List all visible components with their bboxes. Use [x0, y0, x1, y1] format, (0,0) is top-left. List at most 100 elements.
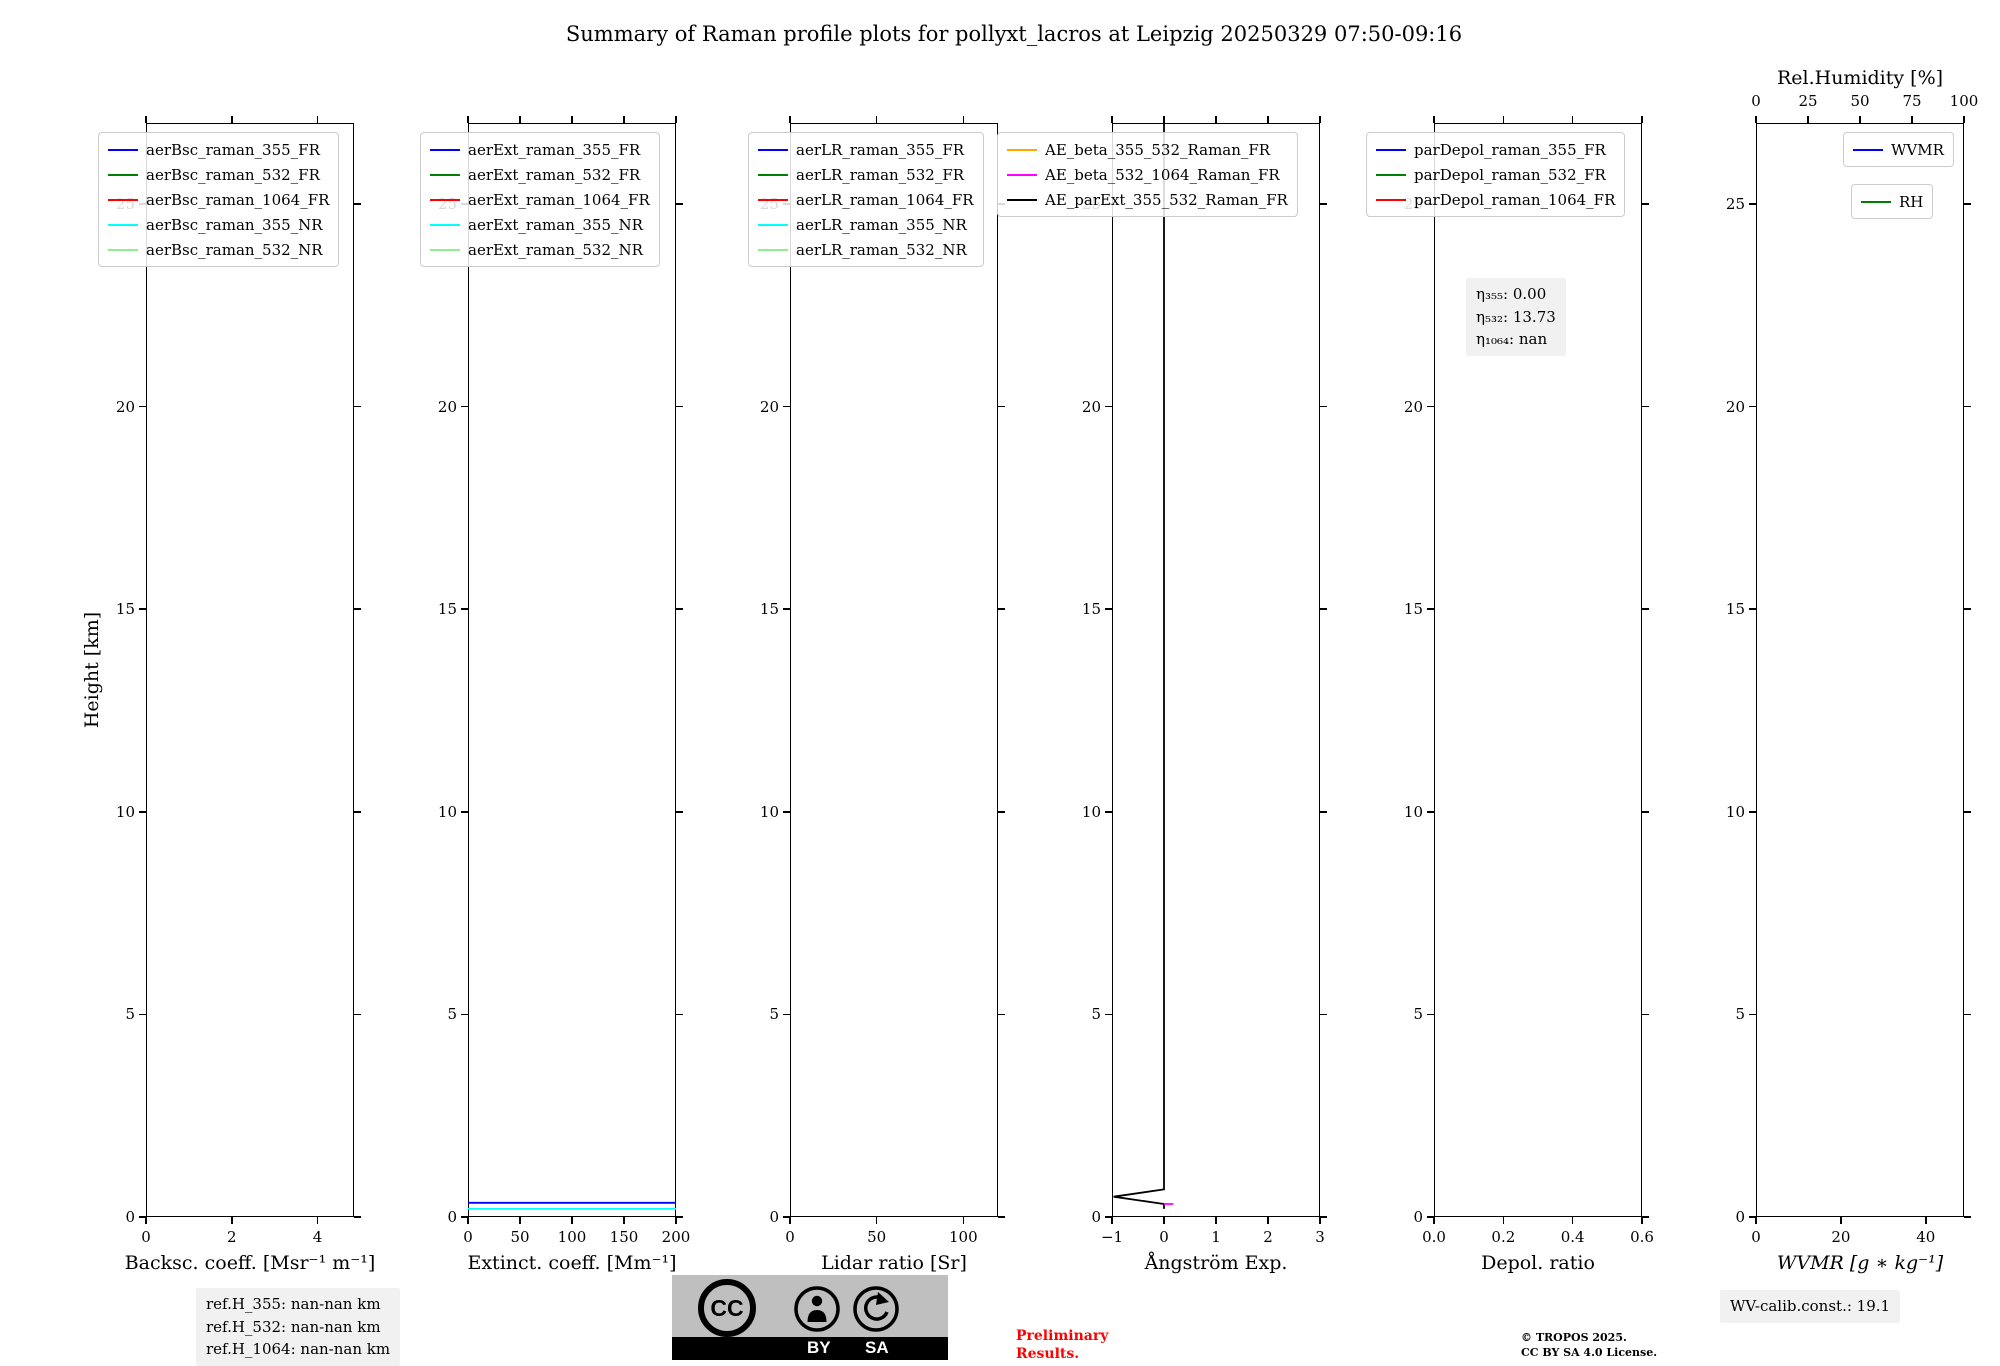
cc-badge-strip: BY SA	[672, 1337, 948, 1360]
legend-item: RH	[1861, 189, 1923, 214]
x-tick-label: 0.2	[1491, 1228, 1516, 1246]
x-tick-top	[1433, 116, 1435, 123]
top-axis-tick-label: 50	[1850, 92, 1870, 110]
legend-label: aerBsc_raman_532_NR	[146, 240, 323, 259]
plot-area-angstrom	[1113, 123, 1174, 1209]
legend-item: WVMR	[1853, 137, 1944, 162]
legend-label: AE_beta_532_1064_Raman_FR	[1045, 165, 1280, 184]
y-tick-right	[676, 1013, 683, 1016]
y-tick	[139, 1216, 146, 1218]
y-tick-right	[1642, 1216, 1649, 1218]
y-tick	[1427, 811, 1434, 813]
legend-item: aerBsc_raman_355_NR	[108, 212, 329, 237]
y-tick	[783, 1013, 790, 1016]
legend-label: parDepol_raman_532_FR	[1414, 165, 1606, 184]
x-tick	[145, 1217, 147, 1224]
y-tick-right	[1964, 608, 1971, 610]
x-tick-top	[1319, 116, 1321, 123]
y-tick-right	[354, 405, 361, 408]
x-tick	[1755, 1217, 1757, 1224]
y-tick-label: 10	[1725, 802, 1745, 821]
y-tick-right	[998, 1013, 1005, 1016]
legend-depol: parDepol_raman_355_FR parDepol_raman_532_…	[1366, 132, 1626, 217]
y-tick	[1749, 1216, 1756, 1218]
legend-line-swatch	[1376, 198, 1406, 201]
x-tick	[1111, 1217, 1113, 1224]
x-tick-label: 1	[1211, 1228, 1221, 1246]
x-tick-label: 40	[1916, 1228, 1936, 1246]
x-axis-label-extinction: Extinct. coeff. [Mm⁻¹]	[467, 1252, 677, 1274]
legend-label: aerLR_raman_532_NR	[796, 240, 967, 259]
legend-line-swatch	[758, 173, 788, 176]
x-tick-label: 0.0	[1422, 1228, 1446, 1246]
y-tick-label: 20	[1081, 397, 1101, 416]
legend-line-swatch	[758, 198, 788, 201]
y-tick-right	[1642, 608, 1649, 610]
ref-h-532: ref.H_532: nan-nan km	[206, 1317, 381, 1336]
y-tick	[1749, 608, 1756, 610]
legend-line-swatch	[758, 148, 788, 151]
x-tick	[1433, 1217, 1435, 1224]
preliminary-line-1: Preliminary	[1016, 1328, 1109, 1344]
legend-label: aerLR_raman_1064_FR	[796, 190, 974, 209]
y-tick	[1427, 405, 1434, 408]
x-tick-top	[623, 116, 625, 123]
y-tick-right	[1642, 811, 1649, 813]
x-tick	[675, 1217, 677, 1224]
y-tick-label: 15	[759, 600, 779, 619]
x-tick-label: 0	[141, 1228, 151, 1246]
legend-label: aerLR_raman_355_FR	[796, 140, 965, 159]
plot-area-wvmr	[1756, 123, 1964, 1217]
y-tick-label: 0	[1413, 1208, 1423, 1226]
legend-item: AE_beta_532_1064_Raman_FR	[1007, 162, 1288, 187]
legend-backscatter: aerBsc_raman_355_FR aerBsc_raman_532_FR ae…	[98, 132, 340, 267]
y-tick-label: 15	[1081, 600, 1101, 619]
legend-label: AE_beta_355_532_Raman_FR	[1045, 140, 1271, 159]
preliminary-note: Preliminary Results.	[1016, 1327, 1108, 1363]
legend-item: aerExt_raman_355_FR	[430, 137, 650, 162]
x-tick-label: 0	[785, 1228, 795, 1246]
x-tick-label: 50	[510, 1228, 530, 1246]
legend-label: aerBsc_raman_355_FR	[146, 140, 320, 159]
legend-label: aerBsc_raman_355_NR	[146, 215, 323, 234]
legend-lidar-ratio: aerLR_raman_355_FR aerLR_raman_532_FR aerL…	[748, 132, 984, 267]
legend-angstrom: AE_beta_355_532_Raman_FR AE_beta_532_1064…	[997, 132, 1298, 217]
x-tick	[1840, 1217, 1842, 1224]
x-tick-top	[316, 116, 319, 123]
y-tick-label: 5	[1413, 1005, 1423, 1024]
x-tick-top	[675, 116, 677, 123]
y-tick	[1427, 1216, 1434, 1218]
y-tick	[461, 1013, 468, 1016]
legend-label: parDepol_raman_355_FR	[1414, 140, 1606, 159]
plot-area-extinction	[468, 1201, 676, 1210]
y-tick-right	[1320, 608, 1327, 610]
ref-h-1064: ref.H_1064: nan-nan km	[206, 1340, 391, 1358]
y-tick-right	[1964, 405, 1971, 408]
legend-line-swatch	[108, 223, 138, 226]
legend-item: aerExt_raman_532_NR	[430, 237, 650, 262]
x-tick	[1267, 1217, 1269, 1224]
y-tick-label: 15	[437, 600, 457, 619]
y-tick-label: 5	[1091, 1005, 1101, 1024]
x-tick-label: 3	[1315, 1228, 1325, 1246]
x-tick-label: 200	[661, 1228, 691, 1246]
x-tick-label: 0.6	[1630, 1228, 1654, 1246]
y-tick-right	[1964, 203, 1971, 205]
legend-line-swatch	[1376, 173, 1406, 176]
attribution-person-icon	[794, 1286, 840, 1332]
y-tick	[461, 811, 468, 813]
y-tick-label: 15	[1725, 600, 1745, 619]
eta-355-value: η₃₅₅: 0.00	[1476, 285, 1547, 303]
legend-item: aerExt_raman_532_FR	[430, 162, 650, 187]
legend-line-swatch	[430, 223, 460, 226]
page-title: Summary of Raman profile plots for polly…	[565, 22, 1463, 46]
x-tick-label: 100	[557, 1228, 587, 1246]
x-tick-top	[231, 116, 233, 123]
y-tick-label: 20	[437, 397, 457, 416]
plot-area-lidar-ratio	[790, 123, 998, 1217]
x-axis-label-wvmr: WVMR [g ∗ kg⁻¹]	[1776, 1252, 1944, 1274]
x-tick	[789, 1217, 791, 1224]
top-axis-label: Rel.Humidity [%]	[1776, 67, 1944, 89]
y-tick	[1105, 405, 1112, 408]
